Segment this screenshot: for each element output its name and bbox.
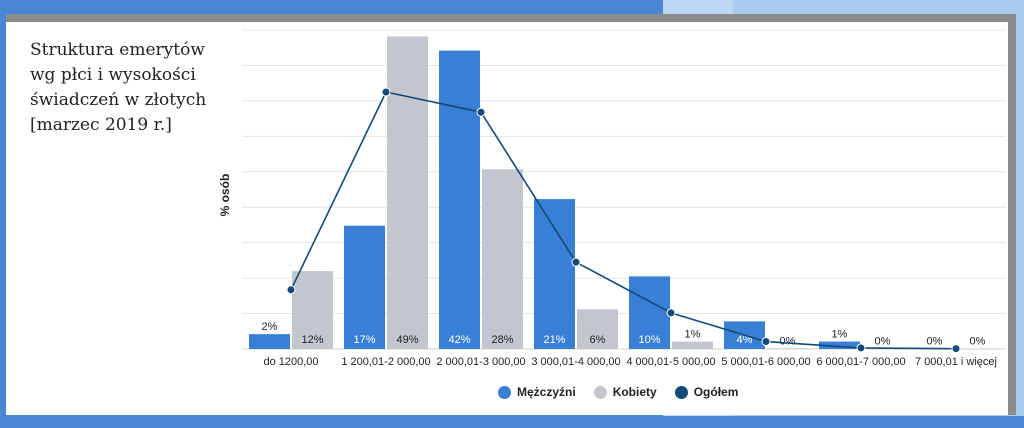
data-label-men: 1% [832,329,848,341]
total-point [476,107,486,117]
legend-item-men[interactable]: Mężczyźni [498,385,576,399]
data-label-women: 0% [970,336,986,348]
total-point [571,257,581,267]
x-tick-label: 6 000,01-7 000,00 [816,356,905,368]
data-label-women: 49% [396,334,418,346]
data-label-women: 0% [780,335,796,347]
bar-women [577,309,618,349]
x-tick-label: 5 000,01-6 000,00 [721,356,810,368]
legend-marker-women [593,385,607,399]
total-point [856,343,866,353]
bar-women [767,348,808,349]
legend: Mężczyźni Kobiety Ogółem [498,385,738,399]
bar-men [344,225,385,349]
data-label-men: 10% [638,334,660,346]
x-tick-labels: do 1200,00 1 200,01-2 000,00 2 000,01-3 00… [263,356,997,368]
data-label-women: 1% [685,329,701,341]
x-tick-label: 3 000,01-4 000,00 [531,356,620,368]
bar-men [534,199,575,349]
bar-women [482,169,523,349]
bar-women [672,341,713,349]
data-label-women: 12% [301,334,323,346]
x-tick-label: 7 000,01 i więcej [915,356,997,368]
bar-men [819,341,860,349]
total-point [286,285,296,295]
legend-label-men: Mężczyźni [517,385,576,399]
bar-men [249,334,290,349]
data-label-women: 6% [590,334,606,346]
legend-label-women: Kobiety [612,385,657,399]
x-tick-label: 2 000,01-3 000,00 [436,356,525,368]
data-label-women: 28% [491,334,513,346]
y-axis-label: % osób [218,174,232,217]
background-bottom-band [0,416,1024,428]
x-tick-label: do 1200,00 [263,356,318,368]
legend-marker-men [498,385,511,399]
data-label-men: 0% [927,335,943,347]
legend-marker-total [674,385,688,399]
bar-men [439,50,480,350]
bars: 2%12% 17% 49% 42% 28% 21% 6% 10% 1% 4% 0%1%0% 0% 0% [249,36,998,350]
legend-label-total: Ogółem [693,385,739,399]
legend-item-total[interactable]: Ogółem [674,385,739,399]
data-label-men: 21% [543,334,565,346]
data-label-men: 42% [448,334,470,346]
total-point [381,87,391,97]
x-tick-label: 1 200,01-2 000,00 [341,356,430,368]
chart-title: Struktura emerytów wg płci i wysokości ś… [30,40,207,135]
total-point [951,344,961,354]
total-point [761,337,771,347]
legend-item-women[interactable]: Kobiety [593,385,657,399]
data-label-men: 2% [262,321,278,333]
bar-women [387,36,428,349]
bar-women [292,271,333,349]
data-label-women: 0% [875,336,891,348]
total-point [666,308,676,318]
x-tick-label: 4 000,01-5 000,00 [626,356,715,368]
data-label-men: 17% [353,334,375,346]
total-line-path [290,91,957,350]
bar-men [629,276,670,349]
total-line [286,87,961,354]
